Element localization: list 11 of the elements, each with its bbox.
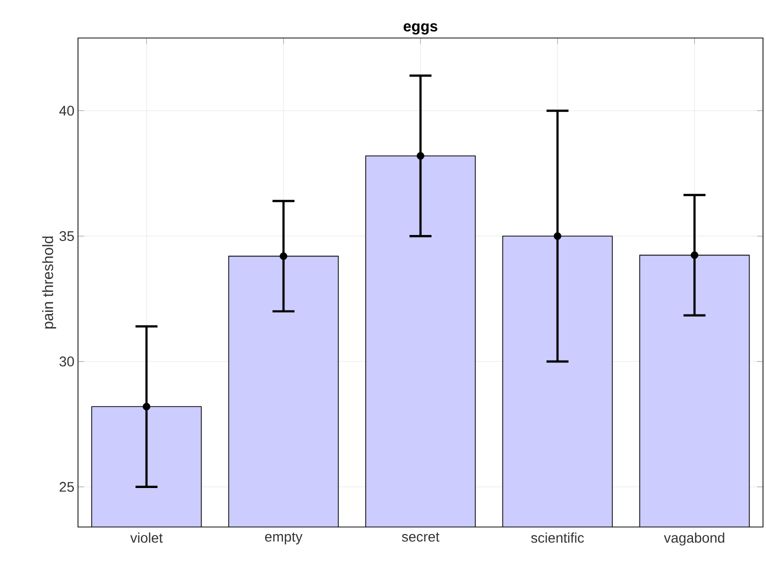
x-tick-label: scientific bbox=[531, 532, 584, 543]
x-tick-label: vagabond bbox=[664, 532, 724, 546]
y-tick-label: 35 bbox=[59, 231, 74, 242]
x-tick-label: empty bbox=[265, 532, 302, 544]
x-tick-label: violet bbox=[130, 532, 163, 543]
y-tick-label: 40 bbox=[59, 106, 74, 116]
chart-title: eggs bbox=[404, 23, 438, 35]
y-tick-label: 25 bbox=[60, 482, 74, 492]
x-tick-label: secret bbox=[402, 532, 440, 542]
y-tick-label: 30 bbox=[59, 356, 74, 366]
y-axis-title: pain threshold bbox=[42, 236, 56, 328]
